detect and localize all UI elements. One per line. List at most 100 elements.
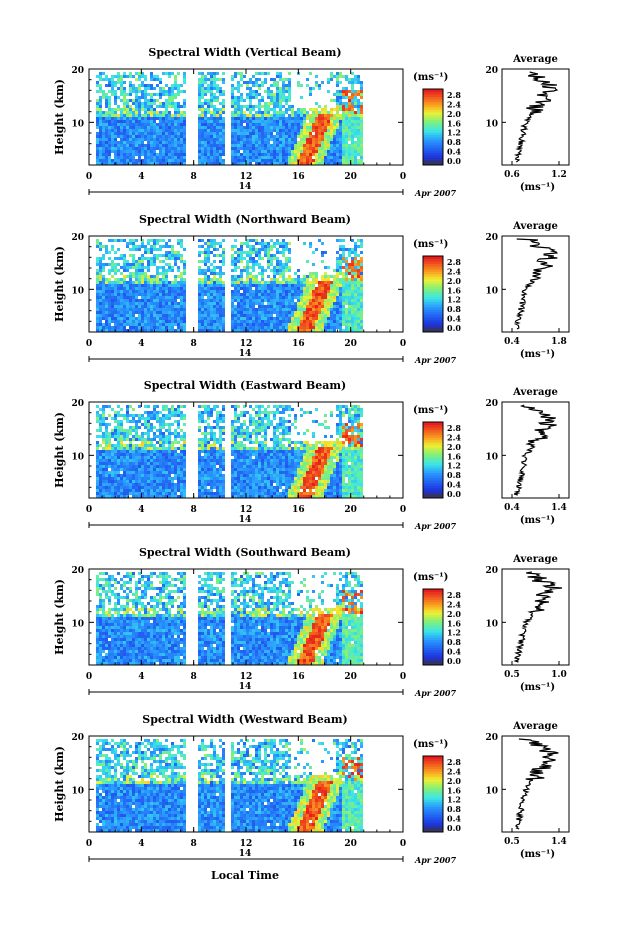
colorbar-swatch [423,261,443,265]
day-label: 14 [239,849,252,859]
colorbar-swatch [423,487,443,491]
colorbar-swatch [423,773,443,777]
colorbar-swatch [423,821,443,825]
colorbar-swatch [423,794,443,798]
x-tick-label: 12 [240,505,253,515]
x-tick-label: 16 [292,672,305,682]
colorbar-swatch [423,442,443,446]
colorbar-floor [423,828,443,832]
y-tick-label: 20 [71,399,84,409]
colorbar-swatch [423,801,443,805]
colorbar-swatch [423,465,443,469]
colorbar-tick-label: 2.0 [447,276,461,286]
colorbar-swatch [423,116,443,120]
x-tick-label: 20 [344,505,357,515]
colorbar-swatch [423,429,443,433]
colorbar: 0.00.40.81.21.62.02.42.8 [422,88,461,166]
profile-line [513,238,558,330]
colorbar-tick-label: 2.0 [447,109,461,119]
average-profile: Average 10 20 0.4 1.8 (ms⁻¹) [485,221,570,360]
colorbar-tick-label: 0.0 [447,823,461,833]
x-tick-label: 20 [344,839,357,849]
colorbar-swatch [423,268,443,272]
colorbar-tick-label: 0.8 [447,637,461,647]
colorbar-swatch [423,460,443,464]
colorbar-swatch [423,437,443,441]
profile-title: Average [512,221,558,232]
colorbar-swatch [423,639,443,643]
colorbar: 0.00.40.81.21.62.02.42.8 [422,588,461,666]
colorbar-tick-label: 0.4 [447,314,461,324]
y-tick-label: 20 [71,733,84,743]
colorbar-swatch [423,114,443,118]
colorbar-swatch [423,621,443,625]
profile-y-tick-label: 20 [485,66,498,76]
colorbar-swatch [423,306,443,310]
colorbar-swatch [423,475,443,479]
x-tick-label: 12 [240,672,253,682]
x-tick-label: 0 [400,839,406,849]
colorbar-swatch [423,127,443,131]
profile-y-tick-label: 10 [485,286,498,296]
profile-title: Average [512,387,558,398]
colorbar-swatch [423,647,443,651]
day-label: 14 [239,682,252,692]
x-tick-label: 8 [191,172,197,182]
colorbar-tick-label: 0.0 [447,156,461,166]
colorbar-swatch [423,763,443,767]
profile-y-tick-label: 20 [485,399,498,409]
colorbar-swatch [423,589,443,593]
colorbar-swatch [423,321,443,325]
colorbar-swatch [423,470,443,474]
x-tick-label: 4 [138,172,144,182]
y-tick-label: 20 [71,566,84,576]
panel-title: Spectral Width (Vertical Beam) [148,46,341,59]
colorbar-swatch [423,422,443,426]
colorbar-swatch [423,258,443,262]
x-tick-label: 12 [240,339,253,349]
colorbar-frame [422,421,444,499]
colorbar-swatch [423,614,443,618]
colorbar-swatch [423,604,443,608]
date-label: Apr 2007 [414,355,457,365]
colorbar-swatch [423,485,443,489]
colorbar-swatch [423,137,443,141]
colorbar-swatch [423,152,443,156]
colorbar-tick-label: 2.8 [447,90,461,100]
x-tick-label: 16 [292,172,305,182]
colorbar-tick-label: 1.2 [447,795,461,805]
colorbar-swatch [423,644,443,648]
x-tick-label: 8 [191,839,197,849]
colorbar-tick-label: 1.6 [447,451,461,461]
colorbar-tick-label: 1.2 [447,128,461,138]
y-tick-label: 20 [71,66,84,76]
colorbar-swatch [423,94,443,98]
colorbar-swatch [423,157,443,161]
y-tick-label: 10 [71,286,84,296]
x-tick-label: 4 [138,505,144,515]
colorbar-tick-label: 2.4 [447,99,461,109]
profile-y-tick-label: 20 [485,566,498,576]
panel-3: Spectral Width (Eastward Beam) 0 4 8 12 16 20 0… [53,379,570,531]
profile-x-label: (ms⁻¹) [520,515,555,526]
colorbar-tick-label: 0.4 [447,647,461,657]
x-tick-label: 12 [240,839,253,849]
colorbar-swatch [423,447,443,451]
panel-title: Spectral Width (Northward Beam) [139,213,351,226]
colorbar-swatch [423,819,443,823]
colorbar-swatch [423,278,443,282]
colorbar-frame [422,755,444,833]
colorbar-swatch [423,594,443,598]
profile-line [513,404,557,496]
colorbar-swatch [423,758,443,762]
colorbar-swatch [423,291,443,295]
y-axis-label: Height (km) [53,79,66,155]
colorbar-swatch [423,111,443,115]
colorbar-swatch [423,142,443,146]
colorbar-floor [423,494,443,498]
colorbar-swatch [423,482,443,486]
colorbar-swatch [423,434,443,438]
heatmap-cells [96,572,363,665]
panel-5: Spectral Width (Westward Beam) 0 4 8 12 16 20 0… [53,713,570,865]
